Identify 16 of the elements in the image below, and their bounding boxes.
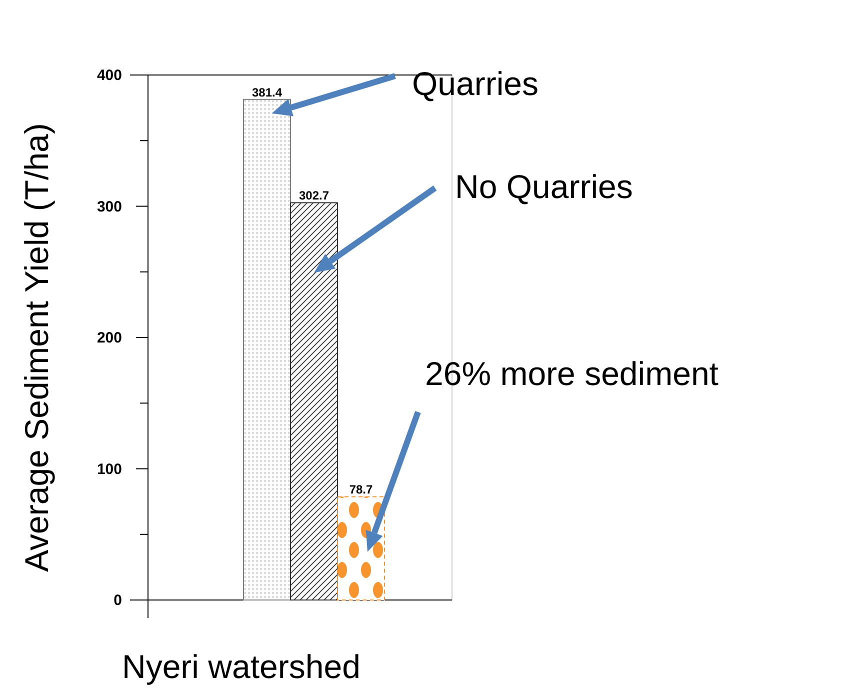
y-tick-label: 300 [96, 198, 122, 216]
annotation: 26% more sediment [425, 355, 718, 392]
y-axis-title: Average Sediment Yield (T/ha) [18, 123, 55, 572]
bar [337, 496, 385, 600]
text: Quarries [412, 65, 539, 102]
data-label: 78.7 [349, 482, 373, 497]
text: No Quarries [455, 168, 633, 205]
data-label: 302.7 [298, 188, 330, 203]
y-tick-label: 0 [114, 592, 122, 609]
bar [243, 98, 291, 600]
y-tick-label: 400 [96, 67, 122, 84]
x-axis-title: Nyeri watershed [122, 648, 360, 685]
bar [290, 202, 338, 600]
data-label: 381.4 [252, 85, 282, 100]
y-tick-label: 200 [96, 330, 122, 346]
y-tick-label: 100 [96, 460, 122, 478]
